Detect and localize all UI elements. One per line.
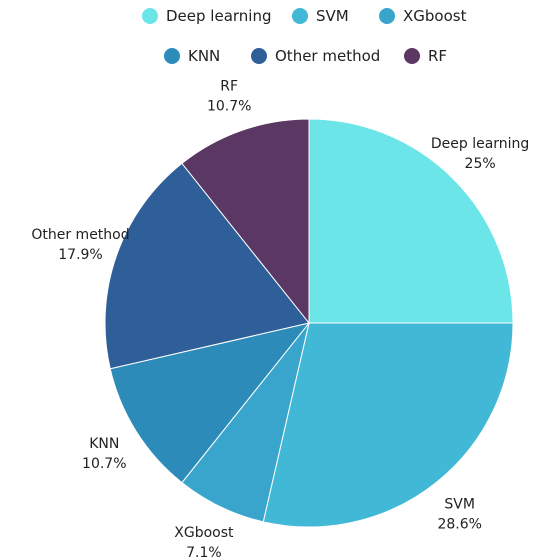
slice-label-deep-learning: Deep learning	[431, 136, 529, 152]
slice-label-other-method: Other method	[31, 227, 129, 243]
slice-value-knn: 10.7%	[82, 456, 126, 472]
legend-label-svm[interactable]: SVM	[316, 7, 349, 25]
legend-label-deep-learning[interactable]: Deep learning	[166, 7, 272, 25]
legend-label-xgboost[interactable]: XGboost	[403, 7, 467, 25]
slice-rf[interactable]	[181, 118, 310, 325]
legend-swatch-xgboost[interactable]	[379, 8, 395, 24]
legend-swatch-deep-learning[interactable]	[142, 8, 158, 24]
slice-value-deep-learning: 25%	[465, 156, 496, 172]
legend-swatch-rf[interactable]	[404, 48, 420, 64]
slice-label-knn: KNN	[89, 436, 119, 452]
legend-label-knn[interactable]: KNN	[188, 47, 220, 65]
legend-label-rf[interactable]: RF	[428, 47, 447, 65]
slice-value-svm: 28.6%	[437, 516, 481, 532]
slice-label-rf: RF	[220, 79, 238, 95]
legend-swatch-other-method[interactable]	[251, 48, 267, 64]
slice-knn[interactable]	[109, 322, 311, 484]
slice-value-other-method: 17.9%	[58, 247, 102, 263]
slice-value-rf: 10.7%	[207, 99, 251, 115]
pie-slices	[104, 118, 514, 528]
legend-label-other-method[interactable]: Other method	[275, 47, 380, 65]
legend-swatch-svm[interactable]	[292, 8, 308, 24]
slice-labels: Deep learning 25% SVM 28.6% XGboost 7.1% KNN 10…	[31, 79, 529, 560]
slice-value-xgboost: 7.1%	[186, 545, 222, 560]
slice-deep-learning[interactable]	[308, 118, 514, 324]
legend: Deep learning SVM XGboost KNN Other method RF	[142, 7, 467, 65]
slice-other-method[interactable]	[104, 162, 310, 370]
legend-swatch-knn[interactable]	[164, 48, 180, 64]
slice-svm[interactable]	[262, 322, 514, 528]
slice-label-xgboost: XGboost	[174, 525, 234, 541]
slice-label-svm: SVM	[444, 496, 475, 512]
